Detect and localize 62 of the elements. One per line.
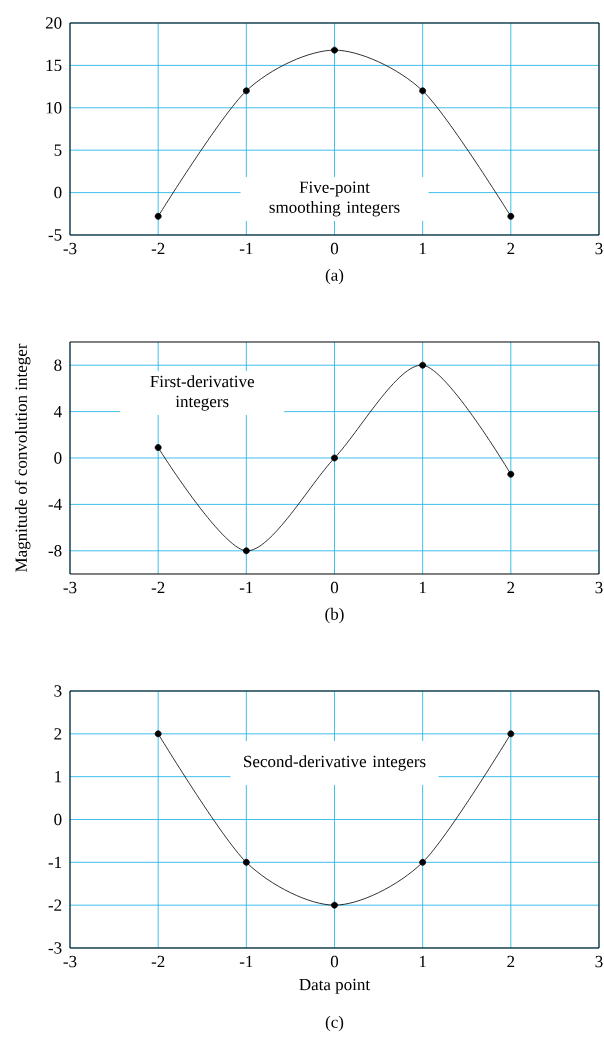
x-tick-label: 2 xyxy=(507,581,515,594)
point xyxy=(507,470,515,478)
point xyxy=(154,444,162,451)
text: (c) xyxy=(325,1015,344,1032)
annotation: First-derivative integers xyxy=(150,375,255,411)
x-tick-label: 3 xyxy=(595,581,603,594)
x-tick-label: -1 xyxy=(239,242,253,255)
x-tick-label: -2 xyxy=(151,955,165,968)
x-tick-label: 3 xyxy=(595,955,603,968)
y-tick-label: -8 xyxy=(48,545,62,557)
x-tick-label: 2 xyxy=(507,242,515,255)
y-tick-label: 20 xyxy=(45,17,62,29)
point xyxy=(242,547,250,555)
y-tick-label: 1 xyxy=(55,771,62,783)
y-tick-label: 10 xyxy=(46,102,62,114)
text: (b) xyxy=(325,607,344,624)
point xyxy=(331,901,338,909)
point xyxy=(331,454,338,462)
y-tick-label: 3 xyxy=(54,685,62,697)
x-tick-label: -3 xyxy=(63,955,77,968)
y-tick-label: 0 xyxy=(54,813,62,826)
y-tick-label: -1 xyxy=(48,856,62,868)
x-tick-label: -3 xyxy=(63,581,77,594)
x-tick-label: -2 xyxy=(151,242,165,255)
y-axis-title: Magnitude of convolution integer xyxy=(14,343,31,572)
text: (a) xyxy=(325,268,344,285)
y-tick-label: -3 xyxy=(48,942,62,954)
annotation: Second-derivative integers xyxy=(244,755,426,771)
y-tick-label: 0 xyxy=(54,186,62,199)
point xyxy=(154,730,162,738)
y-tick-label: 15 xyxy=(46,59,62,72)
y-tick-label: 8 xyxy=(54,359,62,371)
x-tick-label: 1 xyxy=(419,955,426,968)
x-tick-label: 2 xyxy=(507,955,515,968)
point xyxy=(331,46,338,54)
point xyxy=(507,730,515,738)
x-tick-label: 0 xyxy=(330,581,339,594)
x-tick-label: 0 xyxy=(330,955,339,968)
x-tick-label: -2 xyxy=(151,581,165,594)
y-tick-label: -5 xyxy=(48,229,62,241)
annotation: Five-point smoothing integers xyxy=(269,181,400,217)
point xyxy=(154,212,162,220)
y-tick-label: -4 xyxy=(48,498,62,510)
y-tick-label: 4 xyxy=(53,406,62,418)
y-tick-label: 0 xyxy=(54,452,62,464)
y-tick-label: 2 xyxy=(54,728,62,740)
point xyxy=(507,212,515,220)
y-tick-label: 5 xyxy=(54,144,62,156)
point xyxy=(242,87,250,95)
y-tick-label: -2 xyxy=(48,899,62,911)
x-tick-label: 0 xyxy=(330,242,339,255)
x-axis-title: Data point xyxy=(299,978,371,994)
x-tick-label: -1 xyxy=(239,581,253,594)
point xyxy=(242,858,250,866)
point xyxy=(419,858,427,866)
x-tick-label: -3 xyxy=(63,242,77,255)
x-tick-label: 3 xyxy=(595,242,603,255)
point xyxy=(419,87,427,95)
point xyxy=(419,361,427,369)
x-tick-label: 1 xyxy=(419,581,426,594)
x-tick-label: -1 xyxy=(239,955,253,968)
x-tick-label: 1 xyxy=(419,242,426,255)
